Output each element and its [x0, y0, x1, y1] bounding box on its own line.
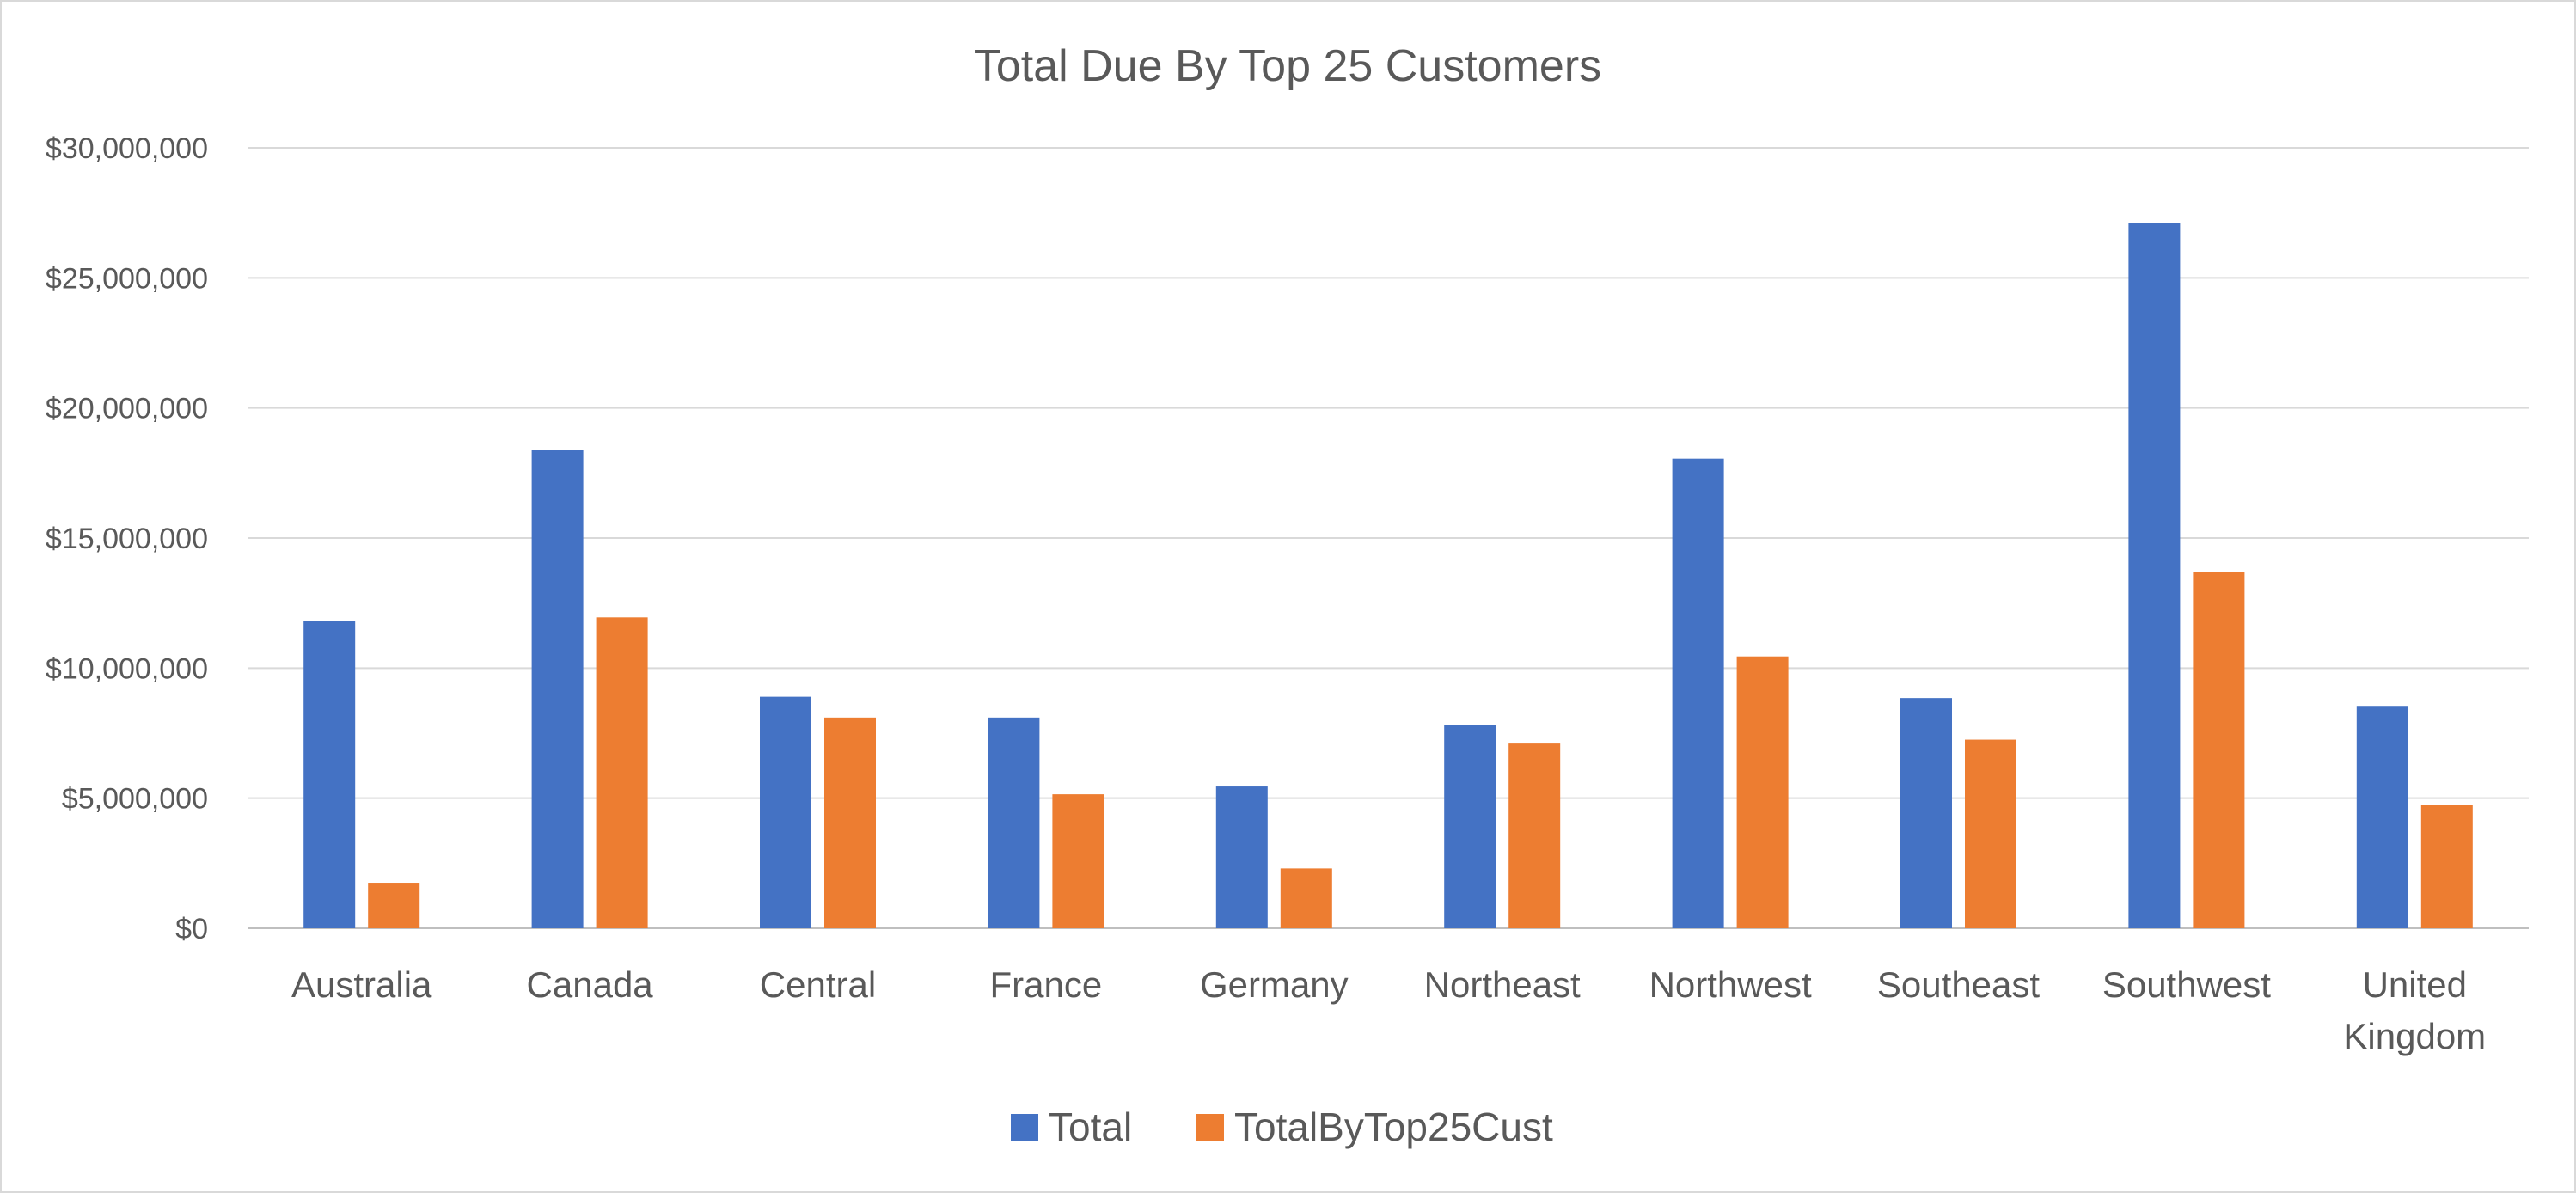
bar-Total-canada — [531, 450, 584, 928]
bar-Total-australia — [303, 621, 356, 928]
y-axis-tick-labels: $0 $5,000,000 $10,000,000 $15,000,000 $20,00… — [46, 132, 208, 945]
bar-TotalByTop25Cust-northeast — [1508, 743, 1561, 928]
bar-Total-northwest — [1672, 458, 1724, 928]
bar-TotalByTop25Cust-canada — [596, 617, 648, 928]
bar-TotalByTop25Cust-australia — [368, 883, 420, 928]
x-tick-label: Australia — [291, 964, 432, 1005]
bar-TotalByTop25Cust-southeast — [1965, 739, 2016, 928]
x-tick-label: Canada — [527, 964, 654, 1005]
x-tick-label: Southwest — [2102, 964, 2271, 1005]
bar-Total-northeast — [1444, 725, 1496, 928]
x-tick-label: Northwest — [1649, 964, 1812, 1005]
x-tick-label: Northeast — [1424, 964, 1581, 1005]
bar-Total-central — [760, 696, 811, 928]
x-tick-label: Central — [760, 964, 876, 1005]
x-tick-label: United Kingdom — [2343, 964, 2486, 1056]
bar-Total-united-kingdom — [2356, 706, 2408, 928]
bar-Total-southwest — [2128, 223, 2181, 929]
bar-Total-france — [988, 717, 1040, 928]
x-axis-tick-labels: Australia Canada Central France Germany North… — [291, 964, 2486, 1056]
y-tick-label: $25,000,000 — [46, 262, 208, 295]
bar-TotalByTop25Cust-france — [1052, 794, 1104, 928]
bar-TotalByTop25Cust-northwest — [1736, 656, 1789, 928]
bar-TotalByTop25Cust-southwest — [2193, 572, 2245, 928]
gridlines — [248, 147, 2529, 929]
y-tick-label: $15,000,000 — [46, 523, 208, 555]
x-tick-label: France — [990, 964, 1103, 1005]
y-tick-label: $5,000,000 — [62, 783, 208, 816]
legend-swatch-Total — [1011, 1114, 1038, 1141]
bars — [303, 223, 2473, 929]
x-tick-label: Southeast — [1877, 964, 2040, 1005]
bar-TotalByTop25Cust-united-kingdom — [2420, 805, 2473, 928]
legend-label: Total — [1049, 1104, 1132, 1149]
bar-Total-southeast — [1900, 698, 1952, 928]
chart-title: Total Due By Top 25 Customers — [974, 41, 1601, 91]
bar-TotalByTop25Cust-central — [824, 717, 876, 928]
legend: Total TotalByTop25Cust — [1011, 1104, 1553, 1149]
legend-swatch-TotalByTop25Cust — [1196, 1114, 1224, 1141]
y-tick-label: $10,000,000 — [46, 652, 208, 685]
legend-label: TotalByTop25Cust — [1234, 1104, 1553, 1149]
y-tick-label: $20,000,000 — [46, 393, 208, 425]
bar-Total-germany — [1215, 786, 1268, 928]
x-tick-label: Germany — [1200, 964, 1349, 1005]
bar-TotalByTop25Cust-germany — [1280, 868, 1332, 928]
y-tick-label: $30,000,000 — [46, 132, 208, 165]
y-tick-label: $0 — [175, 913, 208, 945]
